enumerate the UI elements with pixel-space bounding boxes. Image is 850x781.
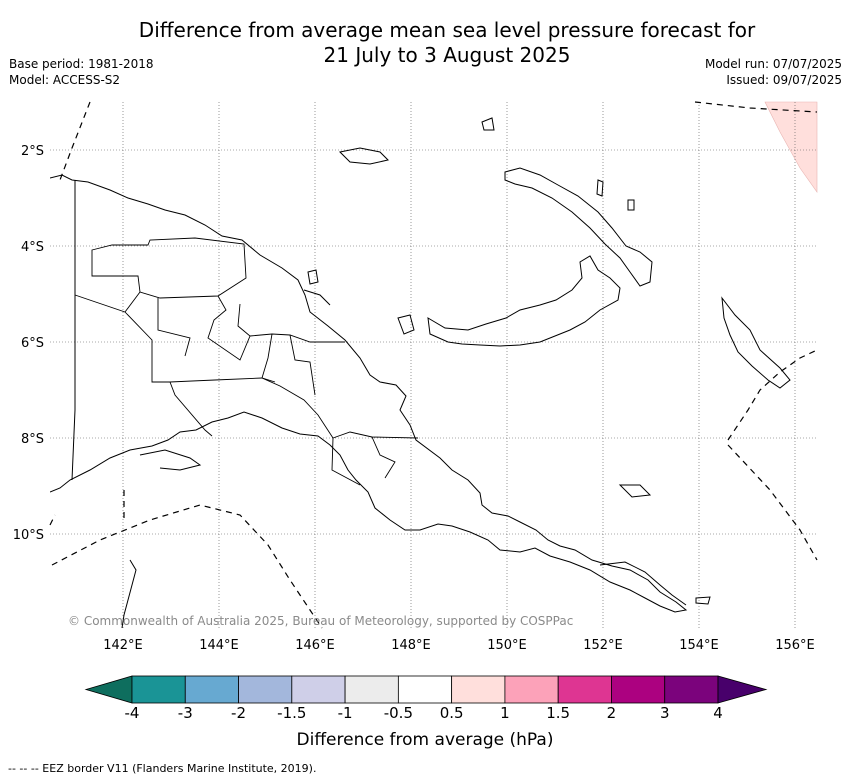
small-island-6 [627, 199, 635, 211]
lon-label: 142°E [103, 638, 143, 653]
lat-label: 2°S [21, 144, 44, 159]
small-island-3 [307, 269, 319, 285]
colorbar-tick-label: 2 [606, 704, 617, 722]
colorbar-bin [504, 675, 559, 704]
colorbar-bin [238, 675, 293, 704]
lon-label: 152°E [583, 638, 623, 653]
colorbar-extend-high [717, 675, 768, 704]
woodlark-island [618, 484, 652, 498]
colorbar-bin [397, 675, 453, 704]
louisiade-islands [599, 561, 687, 606]
colorbar-tick-label: -1.5 [277, 704, 307, 722]
lon-label: 144°E [199, 638, 239, 653]
model-run-text: Model run: 07/07/2025 [704, 57, 842, 71]
cape-york-coast [121, 559, 137, 628]
colorbar-bin [664, 675, 719, 704]
lon-label: 150°E [487, 638, 527, 653]
colorbar [84, 675, 768, 704]
small-island-4 [695, 596, 711, 605]
lon-label: 146°E [295, 638, 335, 653]
meta-left: Base period: 1981-2018 Model: ACCESS-S2 [9, 56, 154, 88]
lat-label: 10°S [13, 528, 44, 543]
eez-borders [49, 101, 818, 629]
new-ireland-island [504, 167, 653, 287]
gridlines [50, 102, 817, 628]
small-island-1 [481, 117, 495, 131]
anomaly-area [764, 101, 818, 193]
copyright-text: © Commonwealth of Australia 2025, Bureau… [68, 614, 574, 628]
colorbar-tick-label: -3 [177, 704, 193, 722]
model-text: Model: ACCESS-S2 [9, 73, 121, 87]
colorbar-tick-label: 0.5 [439, 704, 464, 722]
eez-footnote: -- -- -- EEZ border V11 (Flanders Marine… [8, 762, 317, 775]
colorbar-bin [131, 675, 186, 704]
colorbar-tick-label: 1 [500, 704, 510, 722]
colorbar-bin [557, 675, 612, 704]
colorbar-title: Difference from average (hPa) [296, 730, 554, 750]
meta-right: Model run: 07/07/2025 Issued: 09/07/2025 [705, 56, 842, 88]
lon-label: 148°E [391, 638, 431, 653]
colorbar-bin [451, 675, 506, 704]
fly-river-delta [139, 449, 202, 471]
colorbar-tick-label: 1.5 [546, 704, 571, 722]
small-island-2 [397, 314, 415, 335]
lon-label: 156°E [775, 638, 815, 653]
base-period-text: Base period: 1981-2018 [9, 57, 154, 71]
new-britain-island [427, 255, 621, 347]
colorbar-tick-label: -1 [337, 704, 353, 722]
title-line-2: 21 July to 3 August 2025 [323, 43, 571, 67]
provincial-boundaries [74, 237, 419, 486]
lat-label: 8°S [21, 432, 44, 447]
mainland-coastline [50, 174, 688, 613]
issued-text: Issued: 09/07/2025 [726, 73, 842, 87]
title-line-1: Difference from average mean sea level p… [138, 18, 756, 42]
colorbar-tick-label: -4 [124, 704, 140, 722]
bougainville-island [721, 296, 791, 389]
colorbar-tick-label: -2 [231, 704, 247, 722]
manus-island [338, 147, 389, 165]
lat-label: 6°S [21, 336, 44, 351]
colorbar-bin [344, 675, 399, 704]
international-border [71, 180, 76, 481]
north-coast-islands [303, 289, 331, 306]
page-title: Difference from average mean sea level p… [0, 18, 850, 68]
lon-label: 154°E [679, 638, 719, 653]
colorbar-tick-label: -0.5 [383, 704, 413, 722]
small-island-5 [596, 179, 604, 197]
lat-label: 4°S [21, 240, 44, 255]
colorbar-extend-low [84, 675, 133, 704]
colorbar-bin [611, 675, 666, 704]
colorbar-bin [291, 675, 346, 704]
colorbar-bin [184, 675, 239, 704]
colorbar-tick-label: 4 [713, 704, 723, 722]
colorbar-tick-label: 3 [659, 704, 670, 722]
